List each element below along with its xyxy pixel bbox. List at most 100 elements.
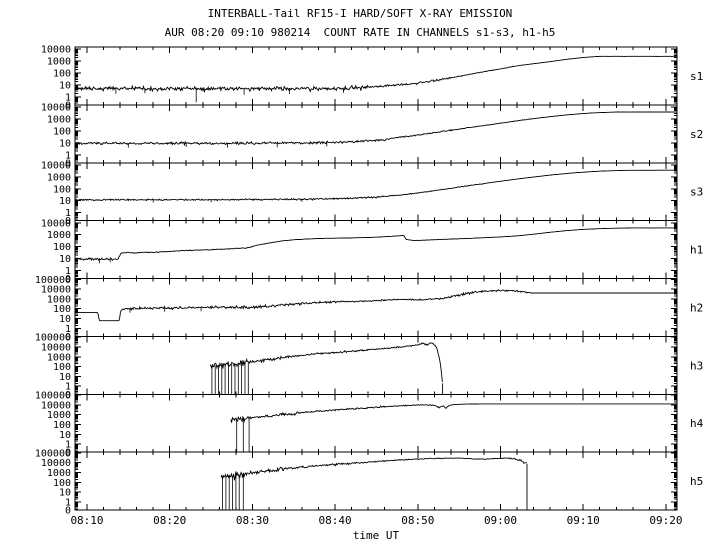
y-tick-label: 10 <box>59 314 71 325</box>
y-tick-label-zero: 0 <box>65 216 71 227</box>
channel-label-h5: h5 <box>690 475 703 488</box>
x-tick-label: 09:00 <box>484 514 517 527</box>
tick-marks <box>75 278 677 337</box>
y-tick-label: 100000 <box>35 391 71 402</box>
y-tick-label: 10000 <box>41 160 71 171</box>
y-tick-label: 1000 <box>47 352 71 363</box>
panel-border <box>74 393 678 453</box>
x-tick-label: 08:50 <box>401 514 434 527</box>
y-tick-label-zero: 0 <box>65 448 71 459</box>
x-tick-label: 08:40 <box>319 514 352 527</box>
y-tick-label-zero: 0 <box>65 274 71 285</box>
channel-label-h2: h2 <box>690 301 703 314</box>
panel-border <box>74 335 678 395</box>
y-tick-label: 10 <box>59 138 71 149</box>
y-tick-label: 1 <box>65 324 71 335</box>
x-tick-label: 08:10 <box>70 514 103 527</box>
y-tick-label: 1 <box>65 498 71 509</box>
tick-marks <box>75 47 677 105</box>
channel-label-h3: h3 <box>690 359 703 372</box>
page-subtitle: AUR 08:20 09:10 980214 COUNT RATE IN CHA… <box>164 26 556 39</box>
panel-border <box>74 278 678 337</box>
y-tick-label: 1000 <box>47 172 71 183</box>
y-tick-label: 100000 <box>35 333 71 344</box>
y-tick-label: 10 <box>59 254 71 265</box>
y-tick-label-zero: 0 <box>65 506 71 517</box>
y-tick-label: 10 <box>59 372 71 383</box>
y-tick-label: 1 <box>65 382 71 393</box>
x-tick-label: 09:10 <box>567 514 600 527</box>
series-h2-curve <box>75 289 677 322</box>
y-tick-label: 10 <box>59 488 71 499</box>
y-tick-label: 100 <box>53 184 71 195</box>
tick-marks <box>75 336 677 395</box>
y-tick-label: 10000 <box>41 103 71 114</box>
y-tick-label: 1 <box>65 92 71 103</box>
x-tick-label: 09:20 <box>649 514 682 527</box>
channel-label-s3: s3 <box>690 186 703 199</box>
tick-marks <box>75 452 677 510</box>
channel-label-h1: h1 <box>690 244 703 257</box>
y-tick-label-zero: 0 <box>65 332 71 343</box>
y-tick-label: 100 <box>53 242 71 253</box>
y-tick-label: 100000 <box>35 275 71 286</box>
tick-marks <box>75 104 677 163</box>
y-tick-label: 100000 <box>35 448 71 459</box>
y-tick-label: 10000 <box>41 458 71 469</box>
x-tick-label: 08:20 <box>153 514 186 527</box>
y-tick-label: 100 <box>53 478 71 489</box>
y-tick-label: 10000 <box>41 218 71 229</box>
y-tick-label: 10000 <box>41 45 71 56</box>
y-tick-label: 10 <box>59 196 71 207</box>
y-tick-label: 10 <box>59 430 71 441</box>
y-tick-label: 10 <box>59 80 71 91</box>
series-s1-curve <box>74 55 677 94</box>
y-tick-label: 100 <box>53 69 71 80</box>
tick-marks <box>75 162 677 221</box>
y-tick-label: 10000 <box>41 343 71 354</box>
series-h4-curve <box>230 403 677 423</box>
y-tick-label: 100 <box>53 126 71 137</box>
y-tick-label: 1000 <box>47 294 71 305</box>
y-tick-label-zero: 0 <box>65 158 71 169</box>
y-tick-label: 1 <box>65 208 71 219</box>
y-tick-label: 1000 <box>47 468 71 479</box>
page-title: INTERBALL-Tail RF15-I HARD/SOFT X-RAY EM… <box>207 7 513 20</box>
y-tick-label: 1000 <box>47 410 71 421</box>
series-s3-curve <box>74 169 677 202</box>
x-axis-title: time UT <box>352 529 400 542</box>
y-tick-label-zero: 0 <box>65 100 71 111</box>
x-tick-label: 08:30 <box>236 514 269 527</box>
channel-label-s2: s2 <box>690 128 703 141</box>
y-tick-label: 10000 <box>41 400 71 411</box>
y-tick-label: 1000 <box>47 115 71 126</box>
series-s2-curve <box>74 111 677 147</box>
y-tick-label: 100 <box>53 304 71 315</box>
channel-label-s1: s1 <box>690 70 703 83</box>
y-tick-label: 1000 <box>47 57 71 68</box>
series-h5-curve <box>220 457 527 481</box>
panel-border <box>74 46 678 106</box>
channel-label-h4: h4 <box>690 417 704 430</box>
y-tick-label: 1 <box>65 440 71 451</box>
series-h1-curve <box>74 227 677 262</box>
y-tick-label: 1 <box>65 266 71 277</box>
series-h3-curve <box>209 342 443 383</box>
panel-border <box>74 162 678 222</box>
y-tick-label: 100 <box>53 420 71 431</box>
y-tick-label: 1000 <box>47 230 71 241</box>
y-tick-label: 1 <box>65 150 71 161</box>
tick-marks <box>75 394 677 453</box>
y-tick-label-zero: 0 <box>65 390 71 401</box>
panel-border <box>74 451 678 511</box>
